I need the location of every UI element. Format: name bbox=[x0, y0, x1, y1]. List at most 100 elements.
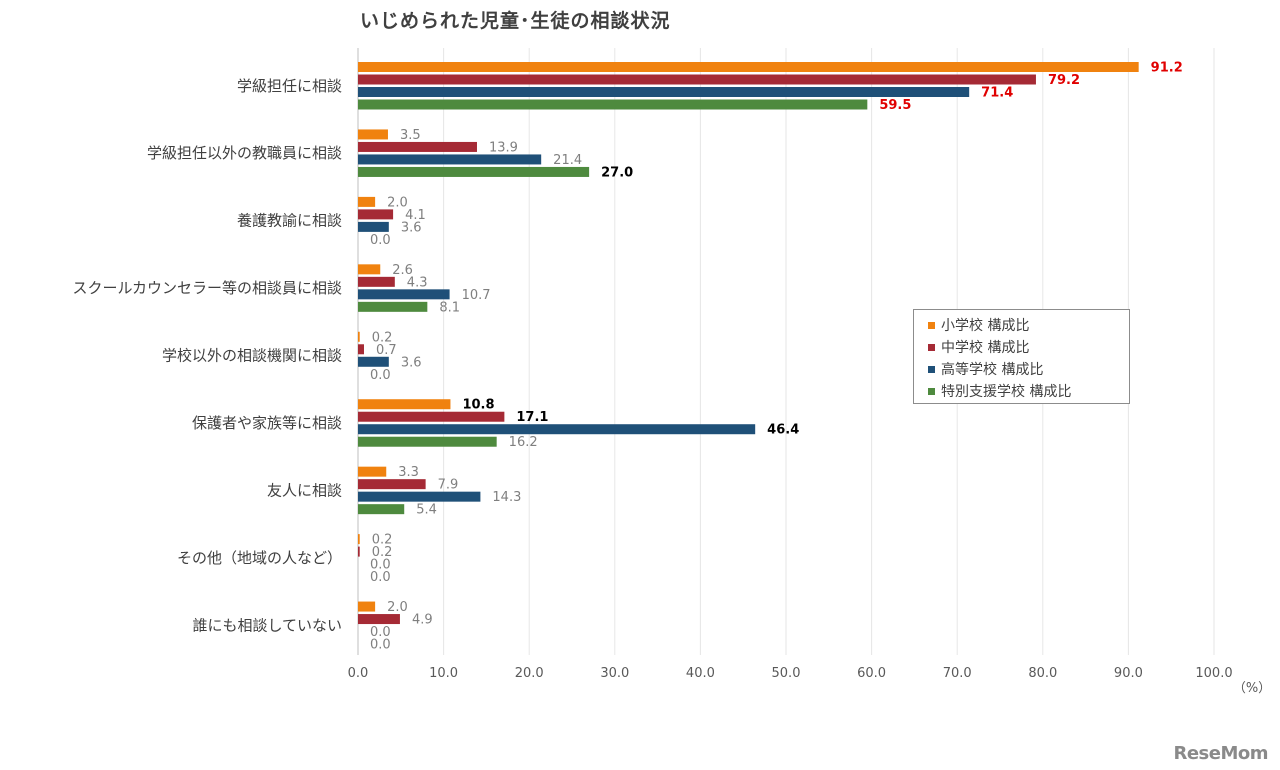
data-label: 13.9 bbox=[489, 140, 518, 155]
data-label: 0.2 bbox=[372, 545, 393, 560]
data-label: 4.1 bbox=[405, 208, 426, 223]
legend-label-elementary: 小学校 構成比 bbox=[941, 318, 1030, 334]
data-label: 4.3 bbox=[407, 275, 428, 290]
bar bbox=[358, 301, 428, 312]
data-label: 71.4 bbox=[981, 86, 1013, 101]
bar bbox=[358, 74, 1036, 85]
x-tick-label: 100.0 bbox=[1195, 666, 1232, 681]
data-label: 91.2 bbox=[1151, 61, 1183, 76]
bar bbox=[358, 546, 360, 557]
bar bbox=[358, 491, 481, 502]
data-label: 4.9 bbox=[412, 613, 433, 628]
category-label: スクールカウンセラー等の相談員に相談 bbox=[72, 279, 342, 297]
x-tick-label: 80.0 bbox=[1028, 666, 1057, 681]
data-label: 46.4 bbox=[767, 423, 799, 438]
category-label: 保護者や家族等に相談 bbox=[192, 414, 342, 432]
legend-label-special-support: 特別支援学校 構成比 bbox=[941, 384, 1072, 400]
x-axis-ticks: 0.0 10.0 20.0 30.0 40.0 50.0 60.0 70.0 80.0 90.0 1… bbox=[348, 666, 1272, 696]
bar bbox=[358, 614, 400, 625]
chart-title: いじめられた児童･生徒の相談状況 bbox=[360, 10, 671, 32]
x-tick-label: 60.0 bbox=[857, 666, 886, 681]
x-tick-label: 50.0 bbox=[772, 666, 801, 681]
bar bbox=[358, 166, 590, 177]
resemom-logo: ReseMom bbox=[1173, 743, 1268, 764]
legend-swatch-junior-high bbox=[928, 343, 935, 351]
data-label: 0.0 bbox=[370, 625, 391, 640]
bar bbox=[358, 356, 389, 367]
x-unit-label: （%） bbox=[1233, 681, 1271, 696]
category-label: 学校以外の相談機関に相談 bbox=[162, 347, 342, 365]
bar bbox=[358, 129, 388, 140]
bar bbox=[358, 264, 381, 275]
data-label: 0.0 bbox=[370, 570, 391, 585]
x-tick-label: 70.0 bbox=[943, 666, 972, 681]
bar bbox=[358, 411, 505, 422]
bar bbox=[358, 87, 970, 97]
bar bbox=[358, 479, 426, 490]
category-label: 養護教諭に相談 bbox=[237, 212, 342, 230]
data-label: 0.2 bbox=[372, 533, 393, 548]
bar bbox=[358, 209, 394, 220]
legend-swatch-special-support bbox=[928, 387, 935, 395]
category-label: その他（地域の人など） bbox=[177, 549, 342, 567]
data-label: 8.1 bbox=[439, 300, 460, 315]
bar bbox=[358, 221, 389, 232]
legend-label-high-school: 高等学校 構成比 bbox=[941, 362, 1044, 378]
bar bbox=[358, 289, 450, 300]
legend-label-junior-high: 中学校 構成比 bbox=[941, 340, 1030, 356]
legend-item-elementary: 小学校 構成比 bbox=[928, 314, 1129, 336]
x-tick-label: 40.0 bbox=[686, 666, 715, 681]
data-label: 16.2 bbox=[509, 435, 538, 450]
legend: 小学校 構成比 中学校 構成比 高等学校 構成比 特別支援学校 構成比 bbox=[913, 309, 1130, 404]
x-tick-label: 10.0 bbox=[429, 666, 458, 681]
data-label: 0.2 bbox=[372, 330, 393, 345]
category-label: 学級担任に相談 bbox=[237, 77, 342, 95]
bar bbox=[358, 601, 376, 612]
bar bbox=[358, 99, 868, 110]
data-label: 0.0 bbox=[370, 368, 391, 383]
bar bbox=[358, 534, 360, 545]
data-label: 7.9 bbox=[438, 478, 459, 493]
bar bbox=[358, 466, 387, 477]
data-label: 21.4 bbox=[553, 153, 582, 168]
data-label: 59.5 bbox=[879, 98, 911, 113]
legend-swatch-elementary bbox=[928, 321, 935, 329]
x-tick-label: 90.0 bbox=[1114, 666, 1143, 681]
bar bbox=[358, 196, 376, 207]
x-tick-label: 0.0 bbox=[348, 666, 369, 681]
data-label: 3.5 bbox=[400, 128, 421, 143]
data-label: 3.3 bbox=[398, 465, 419, 480]
legend-swatch-high-school bbox=[928, 365, 935, 373]
category-labels: 学級担任に相談学級担任以外の教職員に相談養護教諭に相談スクールカウンセラー等の相… bbox=[72, 77, 342, 635]
bar bbox=[358, 331, 360, 342]
bar bbox=[358, 436, 497, 447]
legend-item-junior-high: 中学校 構成比 bbox=[928, 336, 1129, 358]
data-label: 0.7 bbox=[376, 343, 397, 358]
bar bbox=[358, 399, 451, 410]
data-label: 0.0 bbox=[370, 638, 391, 653]
bar bbox=[358, 154, 542, 165]
bar bbox=[358, 344, 364, 355]
value-labels: 91.279.271.459.53.513.921.427.02.04.13.6… bbox=[370, 61, 1183, 653]
data-label: 10.8 bbox=[462, 398, 494, 413]
data-label: 2.0 bbox=[387, 195, 408, 210]
data-label: 0.0 bbox=[370, 558, 391, 573]
data-label: 2.6 bbox=[392, 263, 413, 278]
bars bbox=[358, 62, 1139, 625]
category-label: 学級担任以外の教職員に相談 bbox=[147, 144, 342, 162]
data-label: 17.1 bbox=[516, 410, 548, 425]
data-label: 3.6 bbox=[401, 220, 422, 235]
legend-item-high-school: 高等学校 構成比 bbox=[928, 358, 1129, 380]
bar bbox=[358, 424, 756, 435]
data-label: 14.3 bbox=[492, 490, 521, 505]
bar bbox=[358, 141, 477, 152]
x-tick-label: 20.0 bbox=[515, 666, 544, 681]
data-label: 3.6 bbox=[401, 355, 422, 370]
data-label: 79.2 bbox=[1048, 73, 1080, 88]
bar bbox=[358, 276, 395, 287]
data-label: 2.0 bbox=[387, 600, 408, 615]
data-label: 10.7 bbox=[462, 288, 491, 303]
data-label: 0.0 bbox=[370, 233, 391, 248]
bar bbox=[358, 62, 1139, 72]
category-label: 誰にも相談していない bbox=[192, 616, 342, 634]
